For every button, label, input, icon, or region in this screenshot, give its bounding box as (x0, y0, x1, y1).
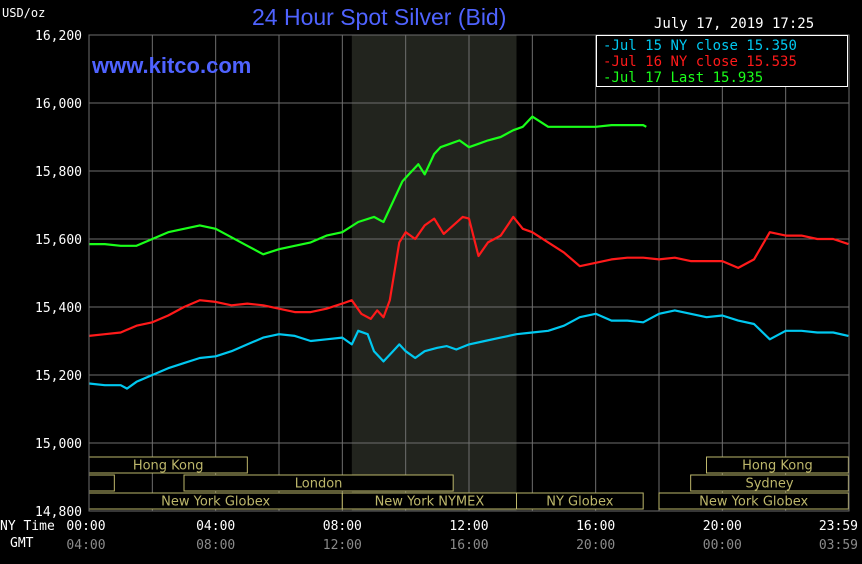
gmt-label: GMT (10, 536, 34, 551)
session-label: Hong Kong (133, 459, 204, 474)
session-box (516, 492, 644, 510)
x-tick-label-ny: 20:00 (703, 519, 742, 534)
session-box (183, 474, 454, 492)
y-tick-label: 15,400 (35, 301, 82, 316)
price-series (88, 115, 849, 390)
legend-label-jul17: Jul 17 Last 15.935 (611, 70, 764, 86)
session-box (88, 474, 115, 492)
x-tick-label-gmt: 08:00 (196, 538, 235, 553)
y-tick-label: 16,000 (35, 97, 82, 112)
series-line-jul15 (88, 309, 849, 390)
x-axis-ticks: 00:00 04:00 04:00 08:00 08:00 12:00 12:00 16:00… (66, 519, 858, 553)
y-tick-label: 16,200 (35, 29, 82, 44)
chart-title: 24 Hour Spot Silver (Bid) (252, 4, 507, 30)
session-label: London (295, 477, 343, 492)
session-label: New York Globex (699, 495, 808, 510)
x-tick-label-ny: 12:00 (449, 519, 488, 534)
x-tick-label-gmt: 12:00 (323, 538, 362, 553)
y-axis-unit: USD/oz (2, 6, 46, 20)
series-line-jul16 (88, 215, 849, 337)
market-sessions: Hong Kong London New York Globex New York N… (88, 456, 849, 510)
session-box (690, 474, 849, 492)
session-label: Sydney (745, 477, 793, 492)
x-tick-label-ny: 04:00 (196, 519, 235, 534)
x-tick-label-gmt: 04:00 (66, 538, 105, 553)
chart-timestamp: July 17, 2019 17:25 (654, 16, 815, 32)
session-label: New York NYMEX (375, 495, 485, 510)
x-tick-label-gmt: 20:00 (576, 538, 615, 553)
y-tick-label: 15,000 (35, 437, 82, 452)
session-box (706, 456, 849, 474)
legend-item-jul15: -Jul 15 NY close 15.350 (603, 38, 797, 54)
x-tick-label-ny: 16:00 (576, 519, 615, 534)
legend-item-jul16: -Jul 16 NY close 15.535 (603, 54, 797, 70)
y-tick-label: 15,200 (35, 369, 82, 384)
y-tick-label: 15,800 (35, 165, 82, 180)
legend-label-jul15: Jul 15 NY close 15.350 (611, 38, 797, 54)
x-tick-label-ny: 08:00 (323, 519, 362, 534)
ny-time-label: NY Time (0, 519, 55, 534)
y-axis-ticks: 16,200 16,000 15,800 15,600 15,400 15,200 15,0… (35, 29, 82, 520)
nymex-session-shade (351, 35, 517, 511)
x-tick-label-ny: 00:00 (66, 519, 105, 534)
session-label: Hong Kong (742, 459, 813, 474)
session-label: New York Globex (161, 495, 270, 510)
x-tick-label-gmt: 00:00 (703, 538, 742, 553)
legend: -Jul 15 NY close 15.350 -Jul 16 NY close… (596, 35, 848, 87)
y-tick-label: 14,800 (35, 505, 82, 520)
x-tick-label-ny: 23:59 (819, 519, 858, 534)
series-line-jul17 (89, 115, 647, 256)
session-label: NY Globex (546, 495, 613, 510)
y-tick-label: 15,600 (35, 233, 82, 248)
plot-frame (88, 34, 850, 512)
session-box (658, 492, 849, 510)
legend-label-jul16: Jul 16 NY close 15.535 (611, 54, 797, 70)
x-tick-label-gmt: 16:00 (449, 538, 488, 553)
kitco-watermark: www.kitco.com (92, 53, 252, 78)
legend-item-jul17: -Jul 17 Last 15.935 (603, 70, 764, 86)
x-tick-label-gmt: 03:59 (819, 538, 858, 553)
